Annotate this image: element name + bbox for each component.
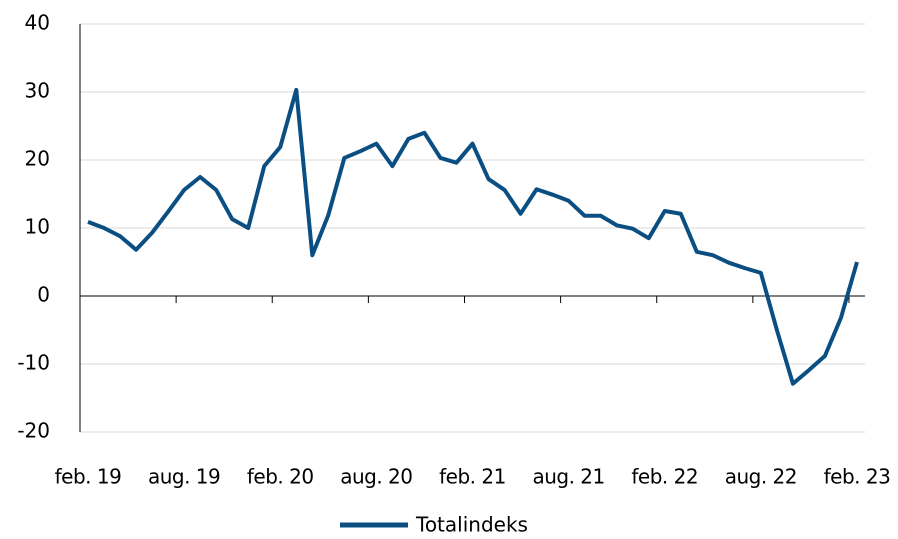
data-line <box>87 87 859 386</box>
x-tick-label: aug. 19 <box>148 465 220 489</box>
x-tick-label: feb. 22 <box>631 465 698 489</box>
x-tick-label: feb. 20 <box>247 465 314 489</box>
y-tick-label: 20 <box>25 147 50 171</box>
y-tick-label: 40 <box>25 11 50 35</box>
y-tick-label: 10 <box>25 215 50 239</box>
y-tick-label: -20 <box>17 419 50 443</box>
x-tick-label: aug. 22 <box>725 465 797 489</box>
y-tick-label: 30 <box>25 79 50 103</box>
x-tick-label: aug. 20 <box>340 465 412 489</box>
x-tick-label: feb. 23 <box>824 465 891 489</box>
x-tick-label: feb. 19 <box>55 465 122 489</box>
legend-label: Totalindeks <box>415 513 528 537</box>
x-tick-label: aug. 21 <box>532 465 604 489</box>
x-tick-label: feb. 21 <box>439 465 506 489</box>
y-tick-label: 0 <box>37 283 50 307</box>
y-tick-label: -10 <box>17 351 50 375</box>
